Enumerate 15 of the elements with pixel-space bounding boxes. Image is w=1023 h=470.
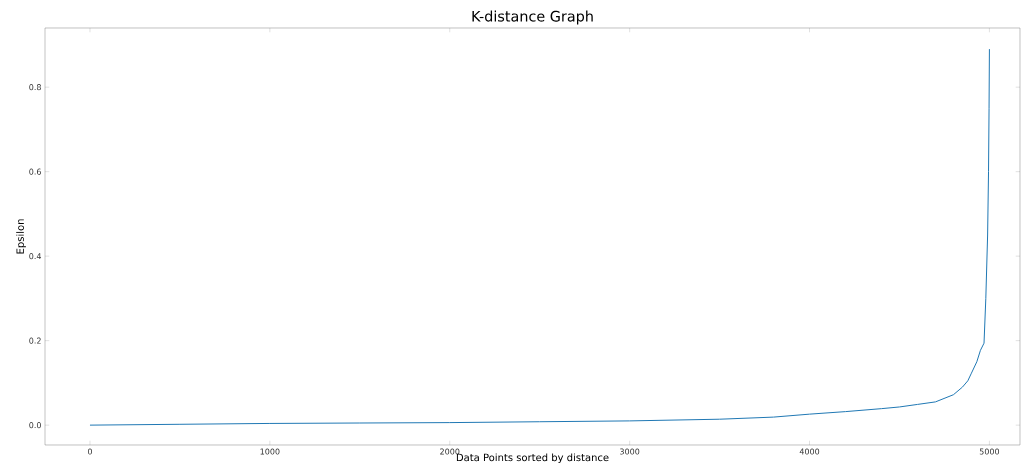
x-tick-label: 3000	[620, 448, 640, 455]
line-series	[89, 48, 990, 426]
x-tick-label: 5000	[979, 448, 1000, 455]
y-tick-label: 0.8	[29, 84, 41, 91]
x-tick-label: 4000	[799, 448, 820, 455]
x-tick-label: 1000	[260, 448, 280, 455]
y-axis-title: Epsilon	[16, 219, 26, 254]
chart-title: K-distance Graph	[472, 10, 593, 25]
y-tick-label: 0.2	[29, 337, 41, 344]
y-tick-label: 0.4	[29, 253, 42, 260]
x-axis-title: Data Points sorted by distance	[456, 453, 609, 464]
y-tick-label: 0.0	[29, 422, 41, 429]
x-tick-label: 0	[87, 448, 92, 455]
y-tick-label: 0.6	[29, 168, 41, 175]
x-tick-label: 2000	[440, 448, 460, 455]
